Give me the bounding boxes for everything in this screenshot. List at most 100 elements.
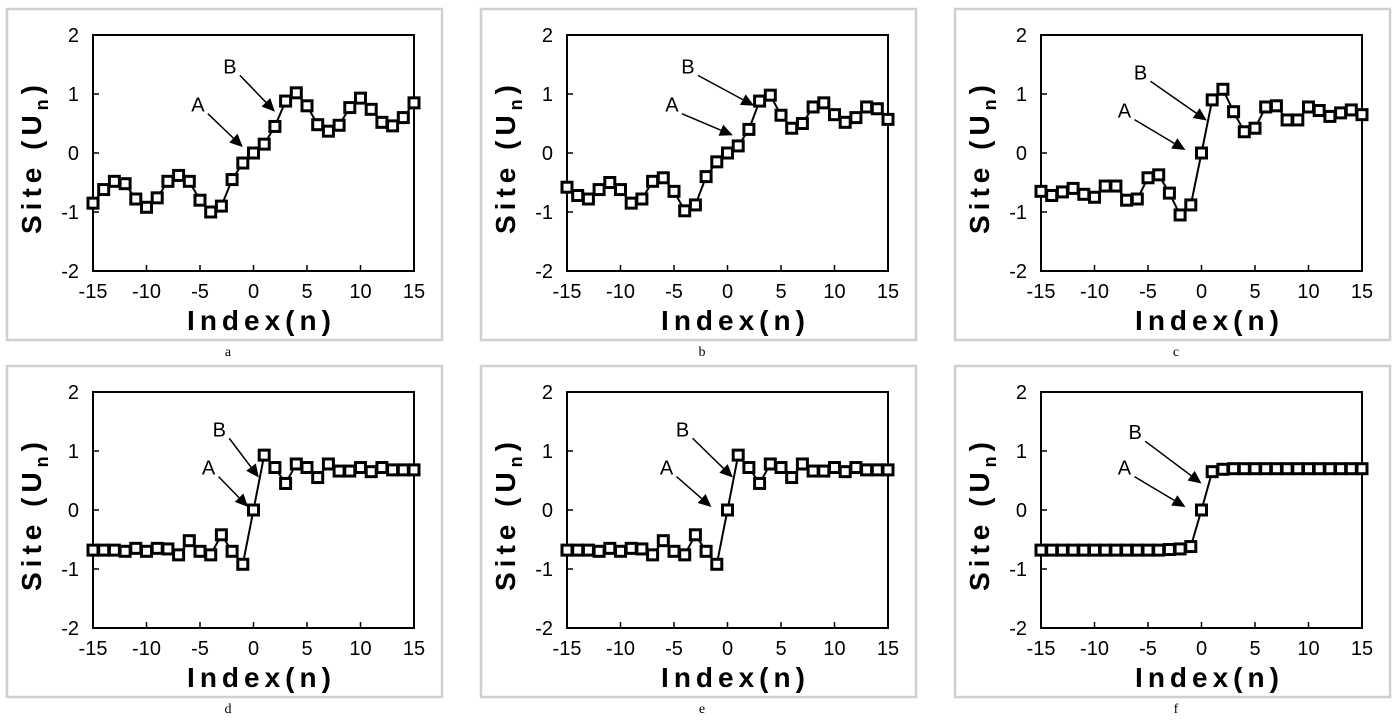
data-point: [193, 544, 207, 558]
y-axis-title: Site (Un): [490, 80, 526, 234]
annotation-arrowhead: [697, 493, 712, 508]
data-point: [710, 155, 724, 169]
y-tick-label: 2: [542, 25, 553, 47]
y-tick-label: -1: [1009, 202, 1027, 224]
y-tick-label: -1: [1009, 559, 1027, 581]
data-point: [1237, 125, 1251, 139]
data-point: [129, 192, 143, 206]
x-tick-label: 10: [1297, 638, 1319, 660]
y-tick-label: 2: [542, 382, 553, 404]
data-point: [1248, 121, 1262, 135]
y-axis-title-close: ): [964, 80, 995, 94]
data-point: [860, 100, 874, 114]
annotation-arrowhead: [1187, 470, 1202, 484]
data-point: [1323, 462, 1337, 476]
data-point: [1109, 179, 1123, 193]
data-point: [161, 174, 175, 188]
y-axis-title: Site (Un): [16, 437, 52, 591]
data-point: [678, 548, 692, 562]
data-point: [300, 99, 314, 113]
data-point: [1162, 543, 1176, 557]
data-point: [721, 503, 734, 517]
annotation-arrowhead: [719, 464, 733, 478]
data-point: [1302, 462, 1315, 476]
data-point: [763, 88, 777, 102]
data-point: [753, 94, 767, 108]
annotation-arrow-line: [1144, 440, 1192, 477]
x-tick-label: -5: [191, 281, 209, 303]
x-tick-label: -5: [665, 281, 683, 303]
data-point: [1312, 104, 1326, 118]
y-tick-label: 0: [68, 500, 79, 522]
x-tick-label: -5: [1139, 638, 1157, 660]
y-axis-title-subscript: n: [32, 94, 52, 110]
data-point: [247, 146, 260, 160]
x-tick-label: 10: [823, 281, 845, 303]
data-point: [785, 121, 799, 135]
panel-caption: c: [1173, 345, 1179, 360]
data-point: [1334, 462, 1348, 476]
data-point: [257, 137, 271, 151]
x-tick-label: 10: [1297, 281, 1319, 303]
y-tick-label: 2: [68, 382, 79, 404]
y-tick-label: -2: [1009, 618, 1027, 640]
data-point: [1055, 185, 1069, 199]
y-axis-title: Site (Un): [490, 437, 526, 591]
data-point: [129, 541, 143, 555]
data-point: [279, 94, 293, 108]
data-point: [182, 174, 196, 188]
data-point: [592, 183, 606, 197]
data-point: [614, 183, 627, 197]
data-point: [881, 463, 895, 477]
y-axis-title: Site (Un): [964, 437, 1000, 591]
data-point: [236, 156, 250, 170]
data-point: [560, 180, 574, 194]
data-point: [1355, 462, 1369, 476]
data-point: [1152, 543, 1166, 557]
x-tick-label: -15: [79, 281, 108, 303]
data-point: [1162, 186, 1176, 200]
data-point: [214, 528, 228, 542]
data-point: [1291, 113, 1305, 127]
annotation-label-b: B: [213, 419, 226, 441]
data-point: [1034, 184, 1048, 198]
data-point: [1034, 543, 1048, 557]
data-point: [247, 503, 260, 517]
panel-caption: a: [225, 345, 232, 360]
data-point: [1120, 193, 1134, 207]
data-point: [386, 119, 400, 133]
y-tick-label: -2: [1009, 261, 1027, 283]
data-point: [1344, 103, 1358, 117]
annotation-arrowhead: [229, 133, 243, 148]
data-point: [571, 188, 585, 202]
x-tick-label: -15: [553, 638, 582, 660]
x-tick-label: 15: [1351, 638, 1373, 660]
x-tick-label: -10: [132, 281, 161, 303]
data-point: [1066, 181, 1080, 195]
data-point: [1184, 540, 1198, 554]
x-tick-label: -10: [606, 281, 635, 303]
x-tick-label: 15: [403, 638, 425, 660]
annotation-label-a: A: [1118, 458, 1132, 480]
data-point: [118, 544, 132, 558]
x-tick-label: 15: [1351, 281, 1373, 303]
data-point: [710, 557, 724, 571]
data-point: [204, 548, 218, 562]
x-tick-label: -10: [606, 638, 635, 660]
data-point: [785, 471, 799, 485]
x-tick-label: -10: [132, 638, 161, 660]
x-tick-label: 0: [722, 281, 733, 303]
data-point: [140, 200, 153, 214]
x-tick-label: 15: [877, 281, 899, 303]
data-point: [214, 199, 228, 213]
data-point: [1216, 82, 1230, 96]
data-point: [646, 548, 660, 562]
data-point: [161, 542, 175, 556]
data-point: [364, 465, 378, 479]
data-point: [774, 461, 788, 475]
data-point: [656, 534, 670, 548]
y-tick-label: 2: [68, 25, 79, 47]
data-point: [581, 192, 595, 206]
